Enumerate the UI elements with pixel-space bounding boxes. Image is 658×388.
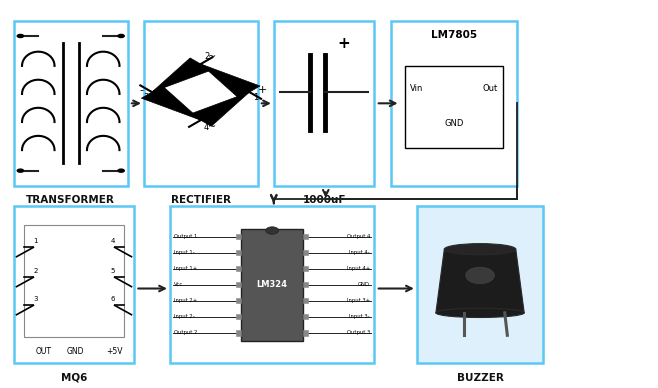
Bar [303,314,308,319]
Text: Out: Out [483,85,498,94]
Text: ~: ~ [209,52,216,62]
Circle shape [117,34,125,38]
Bar [236,234,241,239]
Bar [303,250,308,255]
Bar [24,225,124,337]
Text: Input 3+: Input 3+ [347,298,370,303]
Polygon shape [436,249,524,313]
Bar [14,206,134,363]
Bar [144,21,257,185]
Polygon shape [152,58,211,92]
Text: Input 4+: Input 4+ [347,266,370,271]
Ellipse shape [436,308,524,317]
Text: Input 3-: Input 3- [349,314,370,319]
Text: 1: 1 [33,238,38,244]
Text: Vin: Vin [410,85,424,94]
Text: GND: GND [444,119,464,128]
Text: BUZZER: BUZZER [457,373,503,383]
Bar [303,330,308,336]
Text: ~: ~ [209,122,216,132]
Text: TRANSFORMER: TRANSFORMER [26,195,115,205]
Bar [303,282,308,288]
Bar [417,206,544,363]
Text: GND: GND [67,347,84,356]
Ellipse shape [266,227,278,234]
Text: -: - [139,85,143,95]
Text: Vcc: Vcc [174,282,184,287]
Bar [236,330,241,336]
Text: RECTIFIER: RECTIFIER [170,195,231,205]
Ellipse shape [444,244,516,255]
Text: 1000uF: 1000uF [303,195,346,205]
Bar [14,21,128,185]
Bar [303,298,308,303]
Bar [241,229,303,341]
Text: OUT: OUT [35,347,51,356]
Circle shape [16,168,24,173]
Bar [170,206,374,363]
Polygon shape [141,86,201,120]
Text: Input 1-: Input 1- [174,250,195,255]
Text: Input 1+: Input 1+ [174,266,197,271]
Text: 2: 2 [33,268,38,274]
Text: 3: 3 [143,93,149,102]
Bar [236,298,241,303]
Text: Output 4: Output 4 [347,234,370,239]
Polygon shape [201,64,260,98]
Bar [236,266,241,271]
Text: LM324: LM324 [257,280,288,289]
Text: GND: GND [358,282,370,287]
Text: Input 2-: Input 2- [174,314,195,319]
Bar [303,266,308,271]
Circle shape [16,34,24,38]
Text: +: + [337,36,350,51]
Polygon shape [190,92,249,126]
Text: +: + [258,85,267,95]
Text: 4: 4 [204,123,209,132]
Text: +5V: +5V [107,347,123,356]
Bar [405,66,503,148]
Text: 1: 1 [253,93,258,102]
Text: 3: 3 [33,296,38,302]
Bar [236,250,241,255]
Bar [236,314,241,319]
Text: Input 2+: Input 2+ [174,298,197,303]
Text: 2: 2 [204,52,209,61]
Circle shape [466,267,494,284]
Text: Output 3: Output 3 [347,331,370,335]
Text: 4: 4 [111,238,115,244]
Text: MQ6: MQ6 [61,373,88,383]
Text: Input 4-: Input 4- [349,250,370,255]
Bar [391,21,517,185]
Text: Output 2: Output 2 [174,331,198,335]
Bar [303,234,308,239]
Text: LM7805: LM7805 [431,30,477,40]
Bar [236,282,241,288]
Text: 6: 6 [111,296,115,302]
Text: 5: 5 [111,268,115,274]
Text: Output 1: Output 1 [174,234,198,239]
Circle shape [117,168,125,173]
Bar [274,21,374,185]
